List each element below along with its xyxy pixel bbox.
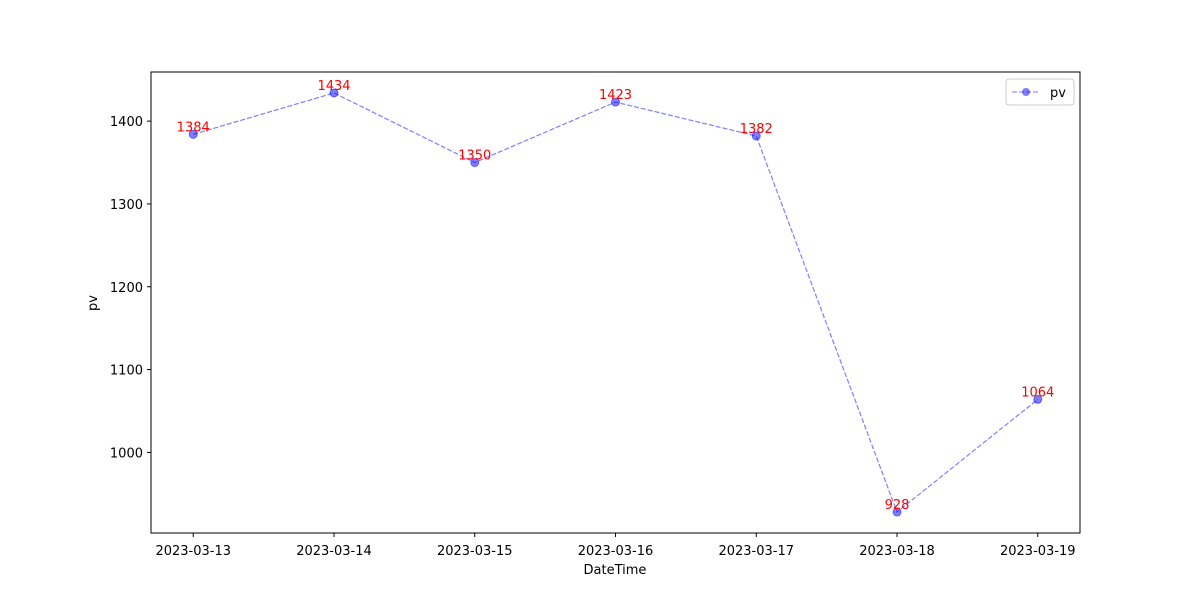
x-tick-label: 2023-03-14 — [296, 544, 372, 559]
point — [329, 88, 339, 98]
value-label: 1064 — [1021, 385, 1054, 400]
x-tick-label: 2023-03-19 — [1000, 544, 1076, 559]
y-tick-label: 1400 — [110, 115, 143, 130]
point — [470, 158, 480, 168]
x-tick-label: 2023-03-15 — [437, 544, 513, 559]
legend-label: pv — [1050, 86, 1066, 101]
value-label: 1350 — [458, 149, 491, 164]
point — [1033, 394, 1043, 404]
y-tick-label: 1100 — [110, 364, 143, 379]
x-tick-label: 2023-03-16 — [578, 544, 654, 559]
y-tick-label: 1300 — [110, 198, 143, 213]
x-axis-label: DateTime — [584, 563, 647, 578]
x-tick-label: 2023-03-13 — [155, 544, 231, 559]
x-tick-label: 2023-03-18 — [859, 544, 935, 559]
point — [751, 131, 761, 141]
point — [611, 97, 620, 107]
y-axis-label: pv — [86, 295, 101, 311]
value-label: 928 — [885, 498, 910, 513]
legend-marker — [1022, 88, 1030, 96]
point — [188, 129, 198, 139]
value-label: 1382 — [740, 122, 773, 137]
point — [892, 507, 902, 517]
x-tick-label: 2023-03-17 — [718, 544, 794, 559]
legend-box — [1005, 78, 1075, 106]
value-label: 1434 — [317, 79, 350, 94]
y-tick-label: 1000 — [110, 446, 143, 461]
value-label: 1423 — [599, 88, 632, 103]
y-tick-label: 1200 — [110, 281, 143, 296]
value-label: 1384 — [177, 120, 210, 135]
